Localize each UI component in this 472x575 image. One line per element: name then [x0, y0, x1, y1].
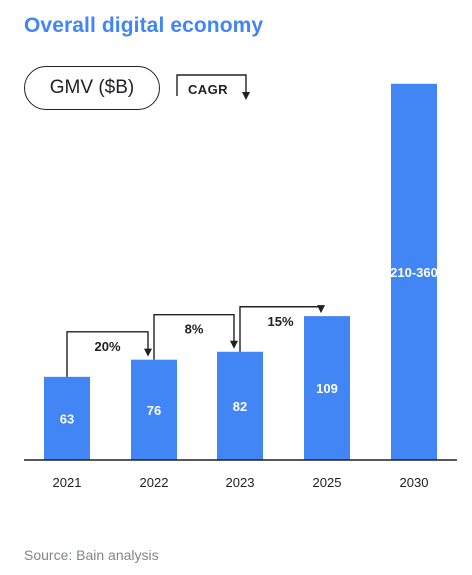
- x-tick-label-2030: 2030: [400, 475, 429, 490]
- cagr-bracket-icon: [176, 74, 250, 100]
- cagr-arrowhead: [317, 305, 325, 314]
- bar-2021: [44, 376, 90, 460]
- bar-value-label: 210-360: [390, 265, 438, 280]
- x-tick-label-2021: 2021: [53, 475, 82, 490]
- chart-title: Overall digital economy: [24, 14, 264, 37]
- source-note: Source: Bain analysis: [24, 547, 159, 563]
- bar-value-label: 109: [316, 381, 338, 396]
- bar-value-label: 76: [147, 403, 161, 418]
- cagr-label-2022-2023: 8%: [185, 322, 204, 337]
- bar-2022: [131, 359, 177, 460]
- bar-value-label: 82: [233, 399, 247, 414]
- cagr-arrowhead: [230, 340, 238, 349]
- cagr-legend-label: CAGR: [188, 82, 228, 97]
- bar-value-label: 63: [60, 411, 74, 426]
- cagr-label-2021-2022: 20%: [94, 339, 120, 354]
- gmv-legend-pill: GMV ($B): [24, 66, 160, 110]
- x-tick-label-2022: 2022: [140, 475, 169, 490]
- cagr-connector-2021-2022: [66, 331, 149, 377]
- x-tick-label-2025: 2025: [313, 475, 342, 490]
- cagr-arrowhead: [144, 348, 152, 357]
- cagr-connector-2022-2023: [153, 313, 235, 360]
- x-tick-label-2023: 2023: [226, 475, 255, 490]
- cagr-legend: CAGR: [176, 74, 256, 102]
- bar-2023: [217, 351, 263, 460]
- cagr-label-2023-2025: 15%: [267, 314, 293, 329]
- gmv-legend-label: GMV ($B): [49, 77, 135, 98]
- bar-2030: [391, 83, 437, 461]
- bar-2025: [304, 316, 350, 460]
